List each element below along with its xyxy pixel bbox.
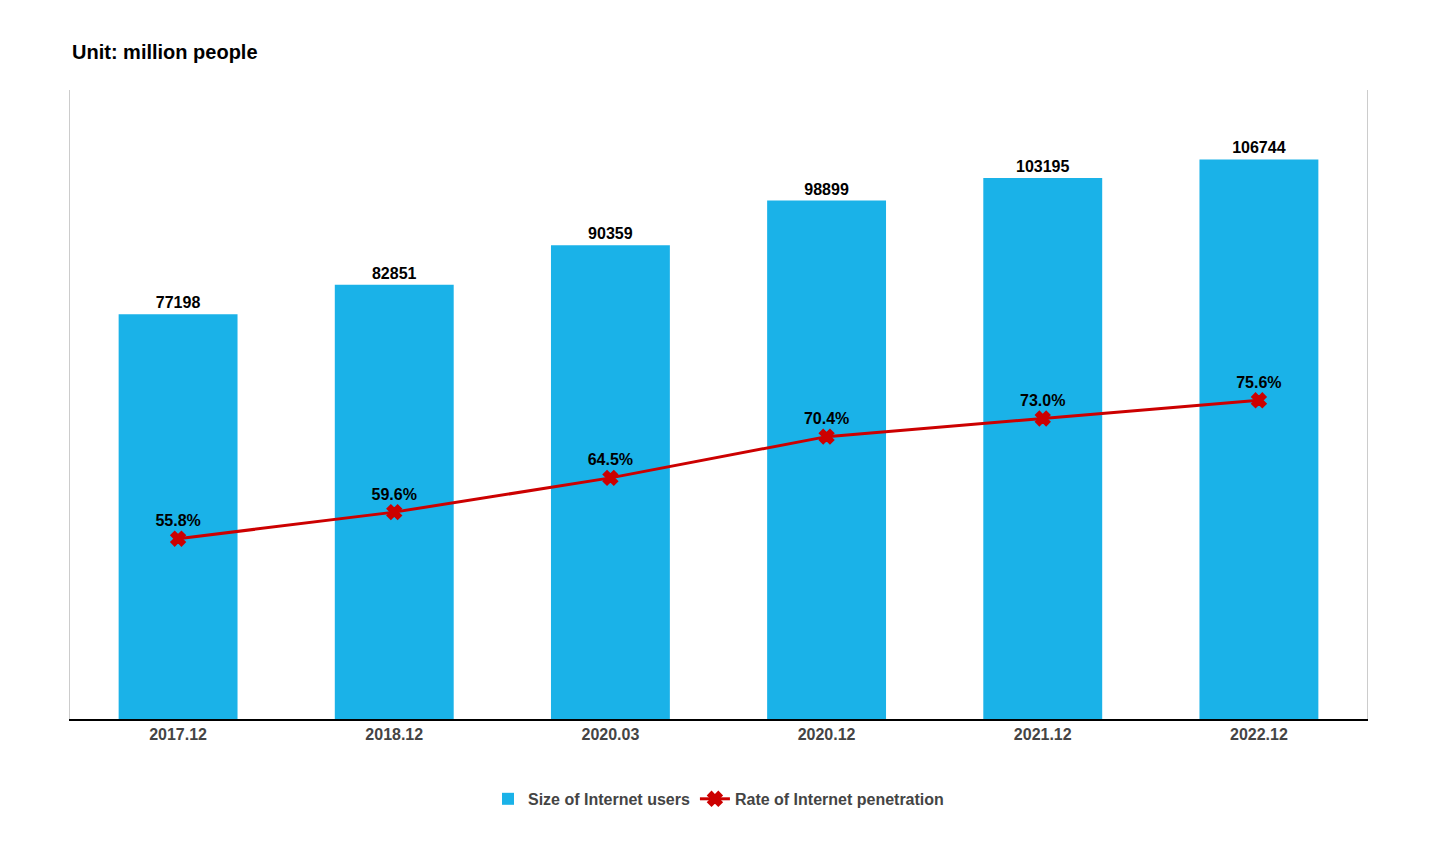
- svg-text:77198: 77198: [156, 294, 201, 311]
- svg-text:2018.12: 2018.12: [365, 726, 423, 743]
- svg-text:55.8%: 55.8%: [155, 512, 200, 529]
- svg-text:106744: 106744: [1232, 139, 1285, 156]
- svg-text:2020.03: 2020.03: [581, 726, 639, 743]
- svg-text:2021.12: 2021.12: [1014, 726, 1072, 743]
- svg-text:64.5%: 64.5%: [588, 451, 633, 468]
- svg-text:90359: 90359: [588, 225, 633, 242]
- svg-text:73.0%: 73.0%: [1020, 392, 1065, 409]
- svg-text:82851: 82851: [372, 265, 417, 282]
- svg-text:Rate of Internet penetration: Rate of Internet penetration: [735, 791, 944, 808]
- svg-text:2017.12: 2017.12: [149, 726, 207, 743]
- svg-text:103195: 103195: [1016, 158, 1069, 175]
- svg-text:Unit: million people: Unit: million people: [72, 41, 258, 63]
- svg-text:59.6%: 59.6%: [372, 486, 417, 503]
- svg-text:Size of Internet users: Size of Internet users: [528, 791, 690, 808]
- svg-text:70.4%: 70.4%: [804, 410, 849, 427]
- svg-text:75.6%: 75.6%: [1236, 374, 1281, 391]
- svg-text:98899: 98899: [804, 181, 849, 198]
- svg-text:2020.12: 2020.12: [798, 726, 856, 743]
- svg-text:2022.12: 2022.12: [1230, 726, 1288, 743]
